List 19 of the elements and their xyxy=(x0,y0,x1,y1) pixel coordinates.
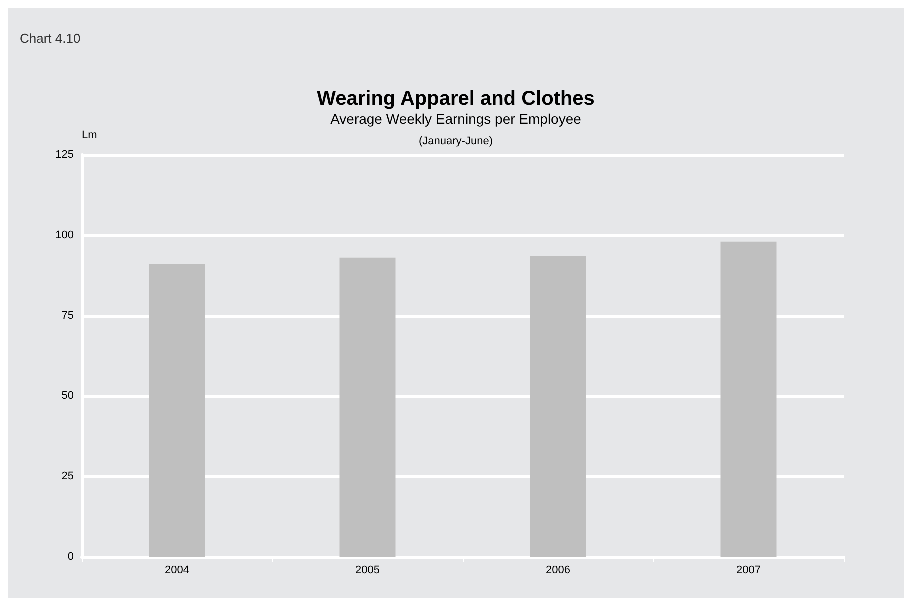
chart-subtitle: Average Weekly Earnings per Employee xyxy=(330,111,582,127)
bar xyxy=(149,264,206,557)
bar xyxy=(720,242,777,557)
y-tick-label: 125 xyxy=(56,149,74,161)
x-tick-label: 2007 xyxy=(736,564,761,576)
y-axis-title: Lm xyxy=(82,130,98,142)
y-tick-label: 50 xyxy=(62,390,74,402)
y-tick-label: 75 xyxy=(62,310,74,322)
y-tick-label: 0 xyxy=(68,551,74,563)
chart-title: Wearing Apparel and Clothes xyxy=(317,88,595,110)
bar xyxy=(530,256,586,557)
x-tick-label: 2006 xyxy=(546,564,570,576)
text: (January-June) xyxy=(419,136,493,148)
x-tick-label: 2004 xyxy=(165,564,190,576)
x-tick-label: 2005 xyxy=(356,564,380,576)
y-tick-label: 100 xyxy=(56,229,74,242)
y-tick-label: 25 xyxy=(62,470,74,483)
caption: Chart 4.10 xyxy=(20,31,81,46)
bar xyxy=(340,258,396,557)
